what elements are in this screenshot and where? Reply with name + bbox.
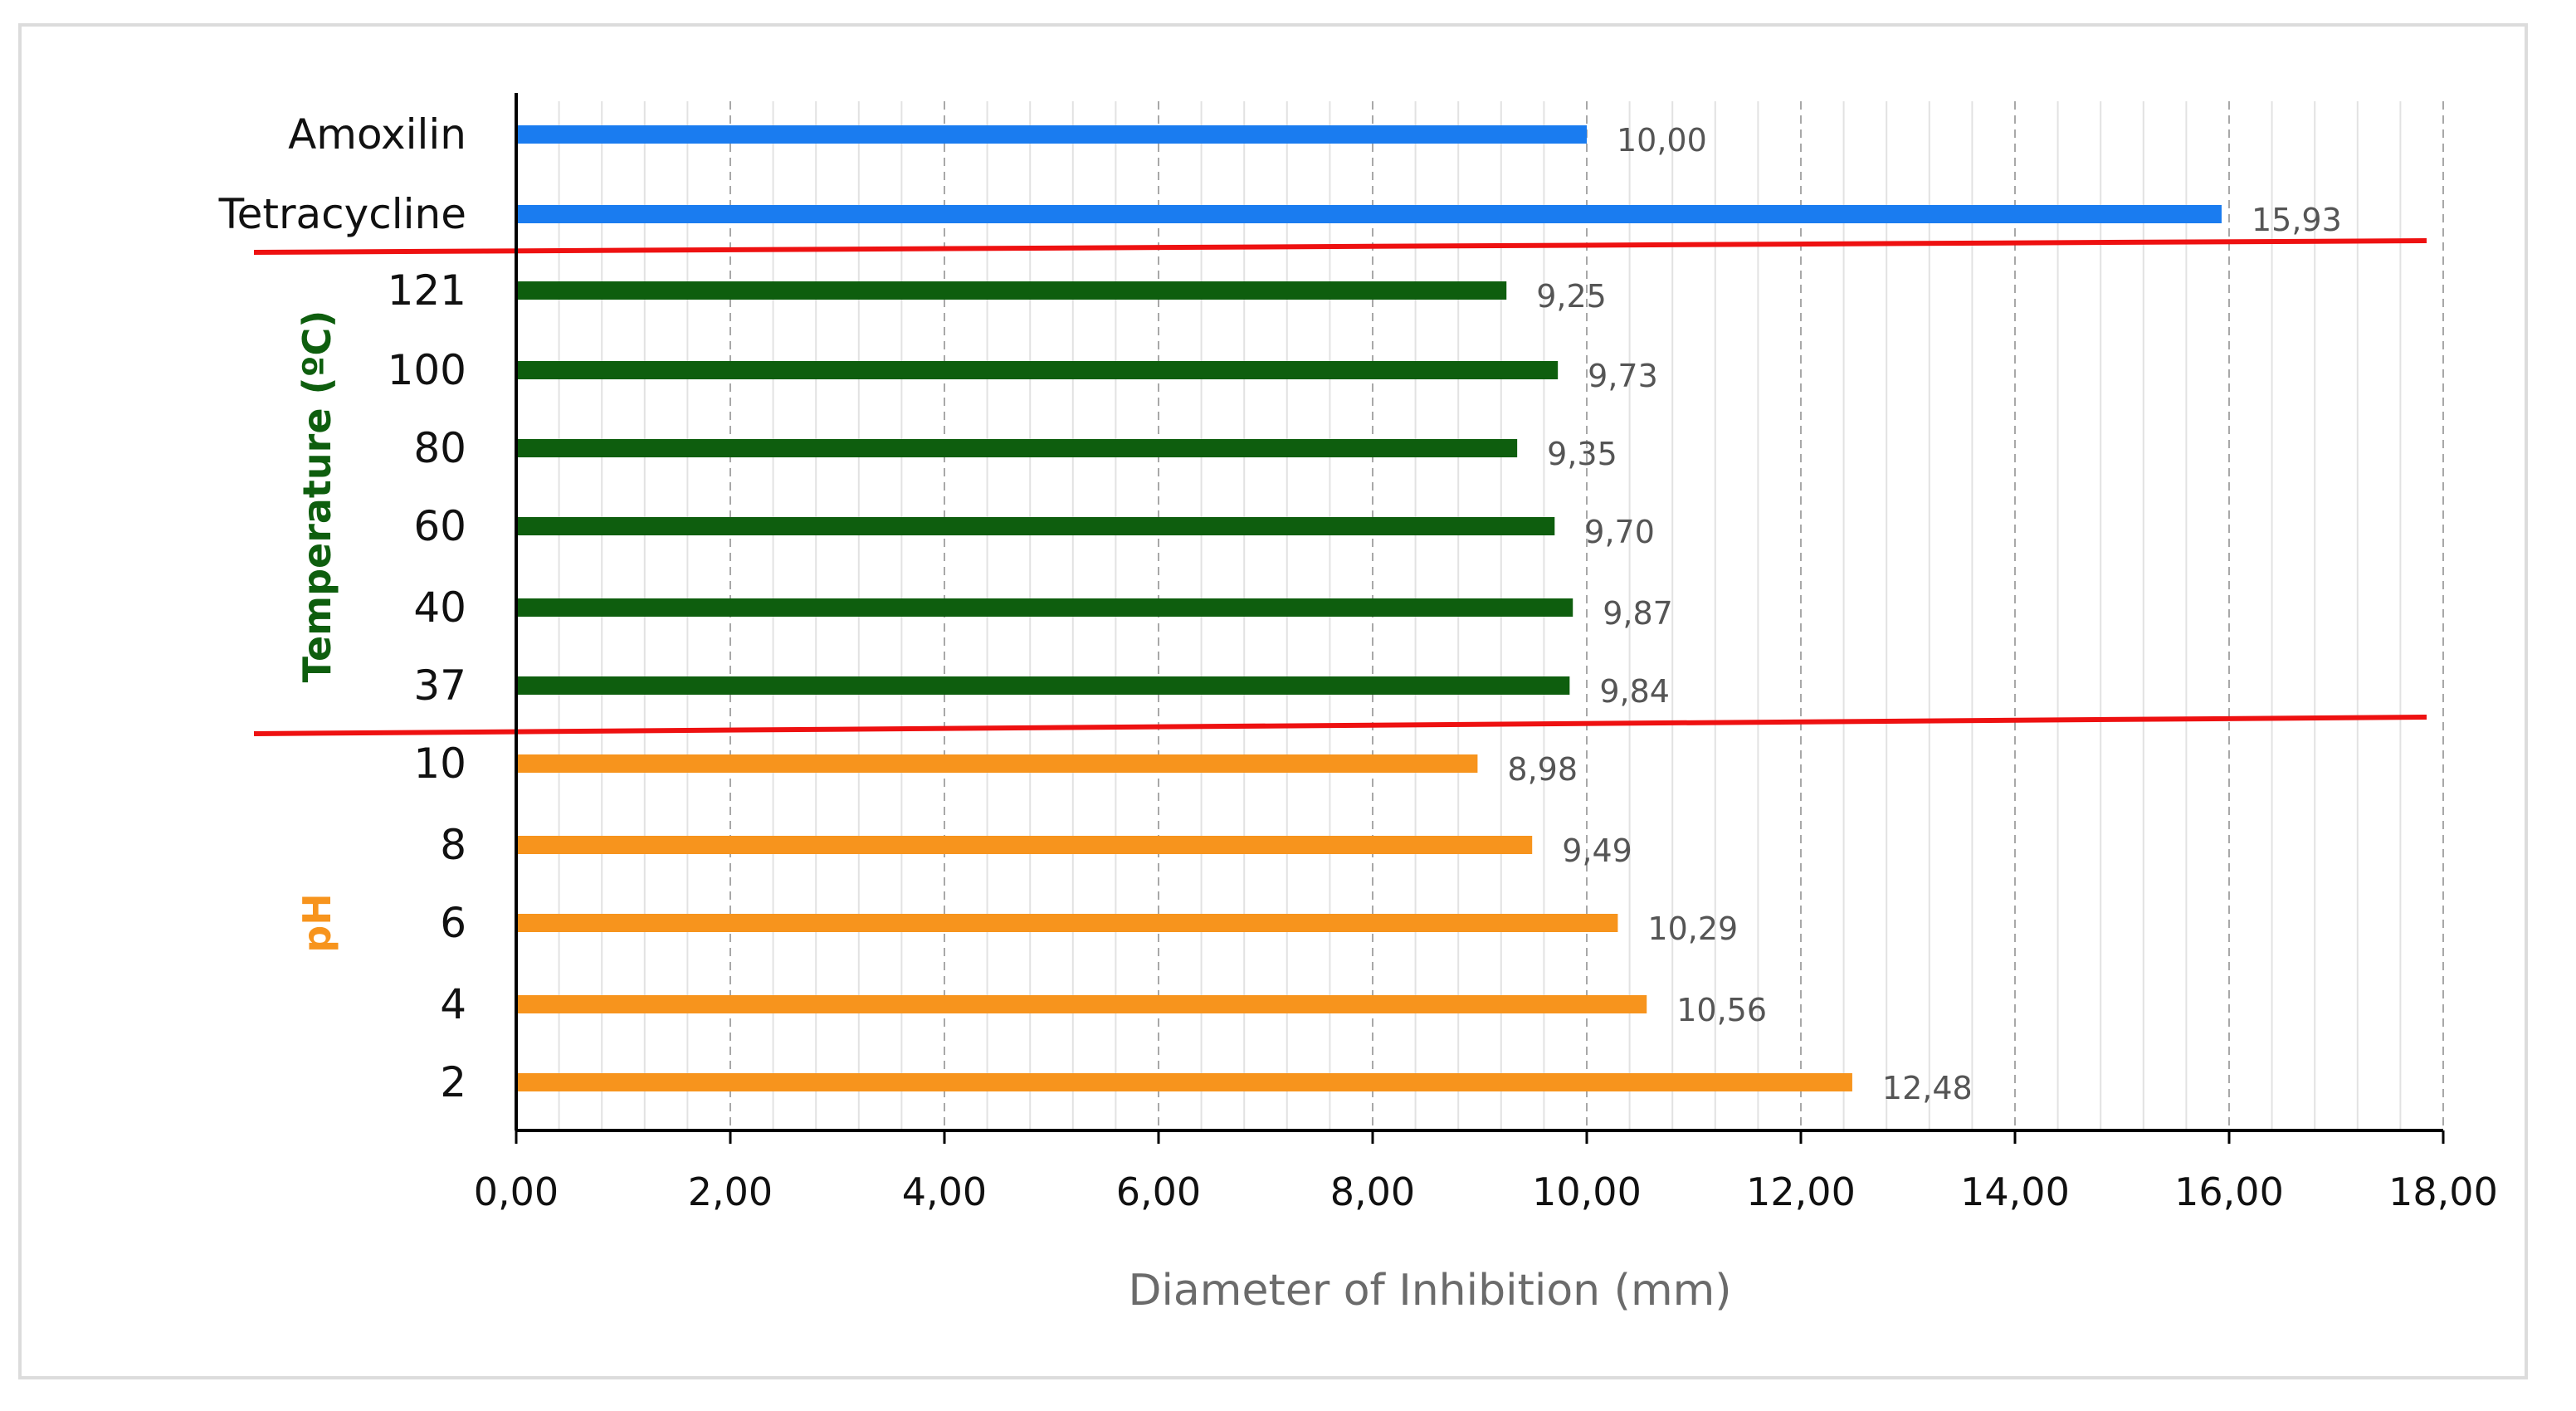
- bar: [518, 1073, 1852, 1091]
- value-label: 9,73: [1588, 358, 1658, 394]
- bar: [518, 754, 1478, 773]
- value-label: 10,00: [1617, 122, 1707, 159]
- category-label: 2: [440, 1058, 466, 1106]
- bar: [518, 361, 1559, 379]
- chart-frame: 0,00 2,00 4,00 6,00 8,00 10,00 12,00 14,00 16,00…: [18, 23, 2528, 1379]
- x-tick-label: 18,00: [2388, 1169, 2498, 1214]
- category-label: 37: [413, 662, 466, 710]
- category-label: 80: [413, 424, 466, 472]
- bar: [518, 439, 1518, 457]
- value-label: 8,98: [1507, 751, 1578, 788]
- bar: [518, 598, 1573, 617]
- bar: [518, 836, 1533, 854]
- labels: 0,00 2,00 4,00 6,00 8,00 10,00 12,00 14,00 16,00…: [218, 110, 2498, 1214]
- bar-chart: 0,00 2,00 4,00 6,00 8,00 10,00 12,00 14,00 16,00…: [218, 93, 2498, 1316]
- x-tick-label: 2,00: [688, 1169, 773, 1214]
- bar: [518, 517, 1555, 535]
- category-label: Tetracycline: [218, 190, 466, 238]
- value-label: 15,93: [2252, 202, 2342, 238]
- value-label: 9,25: [1536, 278, 1607, 315]
- bar: [518, 914, 1618, 932]
- value-label: 12,48: [1882, 1070, 1973, 1106]
- axes: [515, 93, 2445, 1144]
- value-label: 9,87: [1603, 595, 1673, 632]
- group-separators: [253, 238, 2427, 736]
- category-label: 60: [413, 502, 466, 550]
- category-label: 6: [440, 899, 466, 947]
- bar: [518, 125, 1587, 144]
- bars: [518, 125, 2222, 1091]
- category-label: 121: [388, 266, 466, 315]
- bar: [518, 205, 2222, 223]
- x-tick-label: 6,00: [1116, 1169, 1201, 1214]
- category-label: Amoxilin: [288, 110, 466, 159]
- group-label: pH: [295, 893, 339, 952]
- group-separator-line: [253, 238, 2427, 255]
- category-label: 8: [440, 821, 466, 869]
- bar: [518, 281, 1507, 300]
- value-label: 9,35: [1547, 436, 1617, 472]
- x-tick-label: 10,00: [1532, 1169, 1642, 1214]
- x-tick-label: 12,00: [1746, 1169, 1856, 1214]
- bar: [518, 676, 1570, 695]
- x-tick-label: 16,00: [2174, 1169, 2284, 1214]
- x-tick-label: 8,00: [1330, 1169, 1415, 1214]
- category-label: 40: [413, 583, 466, 632]
- value-label: 9,84: [1599, 673, 1670, 710]
- value-label: 10,29: [1647, 911, 1738, 947]
- x-tick-label: 14,00: [1960, 1169, 2070, 1214]
- bar: [518, 995, 1647, 1013]
- category-label: 100: [388, 346, 466, 394]
- x-axis-title: Diameter of Inhibition (mm): [1128, 1266, 1731, 1316]
- value-label: 9,49: [1562, 832, 1632, 869]
- value-label: 10,56: [1676, 992, 1767, 1028]
- x-tick-label: 0,00: [474, 1169, 559, 1214]
- x-tick-label: 4,00: [902, 1169, 987, 1214]
- group-label: Temperature (ºC): [295, 310, 339, 683]
- category-label: 10: [413, 740, 466, 788]
- value-label: 9,70: [1584, 514, 1655, 550]
- category-label: 4: [440, 980, 466, 1028]
- group-separator-line: [253, 715, 2427, 736]
